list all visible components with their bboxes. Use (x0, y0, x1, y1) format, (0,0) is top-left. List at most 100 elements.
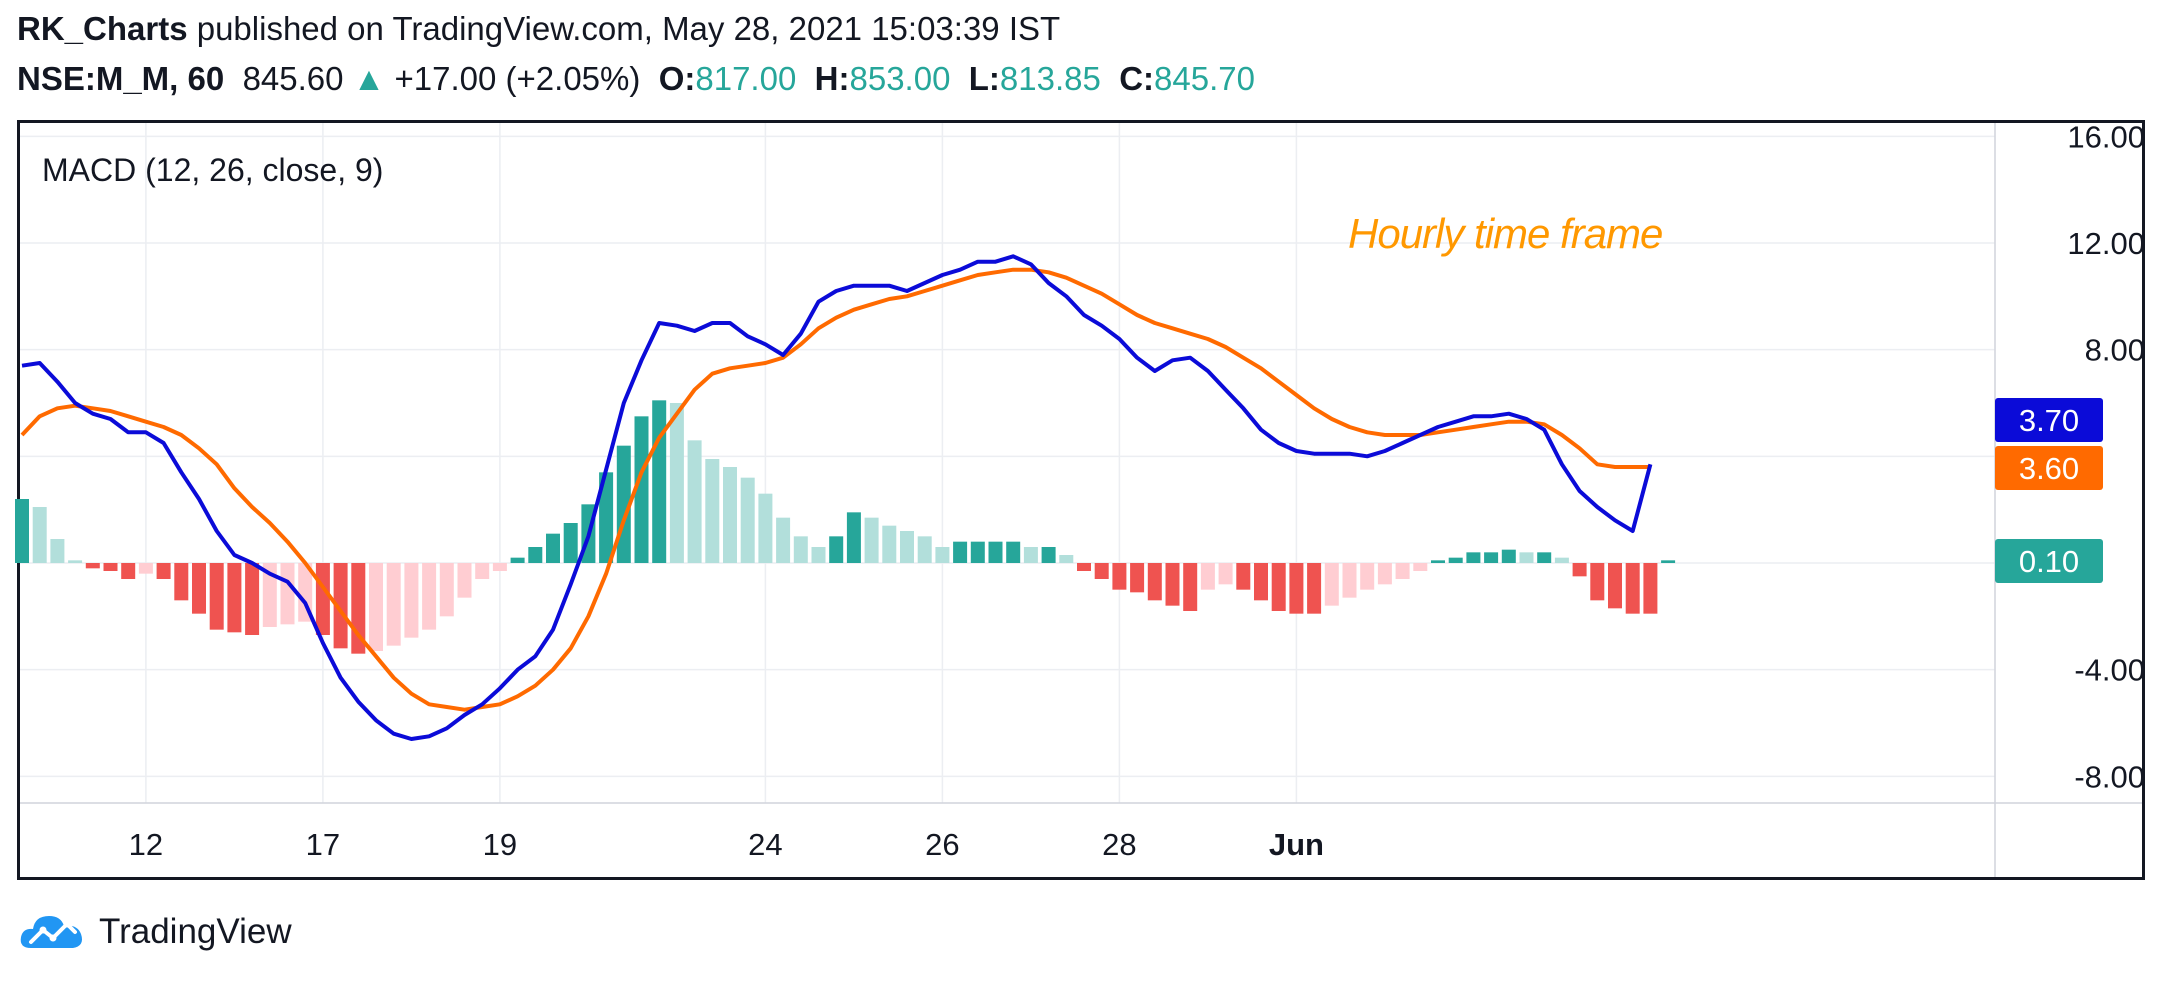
histogram-bar (262, 563, 277, 627)
histogram-bar (652, 400, 667, 563)
histogram-bar (121, 563, 136, 579)
histogram-bar (1324, 563, 1339, 606)
histogram-bar (634, 416, 649, 563)
high-value: 853.00 (849, 60, 951, 97)
histogram-bar (492, 563, 507, 571)
high-label: H: (814, 60, 850, 97)
tradingview-cloud-icon (20, 916, 82, 948)
histogram-bar (687, 440, 702, 563)
y-tick-label: -8.00 (2074, 759, 2145, 794)
y-tick-label: -4.00 (2074, 653, 2145, 688)
histogram-bar (1448, 557, 1463, 563)
x-tick-label: 28 (1102, 827, 1136, 862)
histogram-bar (1165, 563, 1180, 606)
y-tick-label: 8.00 (2085, 333, 2145, 368)
x-tick-label: 24 (748, 827, 782, 862)
histogram-bar (1466, 552, 1481, 563)
histogram-bar (369, 563, 383, 651)
histogram-bar (740, 477, 755, 563)
histogram-bar (15, 499, 29, 563)
histogram-bar (103, 563, 118, 571)
histogram-bar (1360, 563, 1375, 590)
histogram-bar (1041, 547, 1056, 563)
histogram-bar (174, 563, 189, 601)
close-value: 845.70 (1154, 60, 1255, 97)
histogram-bar (439, 563, 454, 617)
histogram-bar (1537, 552, 1552, 563)
histogram-bar (599, 472, 614, 563)
histogram-bar (953, 541, 968, 563)
histogram-bar (50, 539, 65, 563)
tradingview-brand[interactable]: TradingView (99, 912, 292, 951)
histogram-bar (32, 507, 47, 563)
price-change: +17.00 (+2.05%) (394, 60, 641, 97)
histogram-bar (1431, 560, 1445, 563)
last-price: 845.60 (242, 60, 344, 97)
histogram-bar (935, 547, 950, 563)
histogram-bar (1094, 563, 1109, 579)
histogram-bar (1572, 563, 1587, 577)
x-tick-label: Jun (1269, 827, 1324, 862)
x-tick-label: 17 (306, 827, 340, 862)
histogram-bar (1023, 547, 1038, 563)
histogram-bar (315, 563, 330, 635)
histogram-bar (776, 517, 791, 563)
histogram-bar (1395, 563, 1410, 579)
y-tick-label: 12.00 (2067, 226, 2145, 261)
histogram-bar (563, 523, 578, 563)
histogram-bar (1130, 563, 1145, 593)
histogram-bar (475, 563, 490, 579)
histogram-bar (829, 536, 844, 563)
histogram-bar (917, 536, 932, 563)
histogram-bar (245, 563, 260, 635)
histogram-bar (1501, 549, 1516, 563)
histogram-bar (1006, 541, 1021, 563)
histogram-bar (1059, 555, 1074, 563)
histogram-bar (1147, 563, 1162, 601)
histogram-bar (705, 459, 720, 563)
histogram-bar (192, 563, 206, 614)
price-label-box (1995, 539, 2103, 583)
price-label-text: 0.10 (2019, 544, 2079, 579)
histogram-bar (85, 563, 100, 569)
x-tick-label: 19 (483, 827, 517, 862)
annotation-text: Hourly time frame (1348, 210, 1662, 257)
histogram-bar (1307, 563, 1322, 614)
publish-info: RK_Charts published on TradingView.com, … (17, 10, 1060, 48)
up-arrow-icon: ▲ (352, 60, 386, 97)
close-label: C: (1119, 60, 1155, 97)
histogram-bar (811, 547, 826, 563)
indicator-title[interactable]: MACD (12, 26, close, 9) (42, 152, 383, 188)
macd-line (21, 254, 1653, 741)
histogram-bar (156, 563, 171, 579)
histogram-bar (280, 563, 295, 625)
histogram-bar (1377, 563, 1392, 585)
histogram-bar (1271, 563, 1286, 611)
footer: TradingView (17, 910, 292, 954)
histogram-bar (1254, 563, 1268, 601)
histogram-bar (1643, 563, 1658, 614)
histogram-bar (546, 533, 560, 563)
histogram-bar (846, 512, 861, 563)
histogram-bar (1661, 560, 1676, 563)
author-name[interactable]: RK_Charts (17, 10, 188, 47)
histogram-bar (900, 531, 914, 563)
histogram-bar (793, 536, 808, 563)
histogram-bar (1183, 563, 1198, 611)
open-value: 817.00 (695, 60, 797, 97)
symbol-name: NSE:M_M, 60 (17, 60, 225, 97)
histogram-bar (227, 563, 242, 633)
histogram-bar (404, 563, 419, 638)
histogram-bar (1484, 552, 1499, 563)
histogram-bar (1218, 563, 1233, 585)
histogram-bar (422, 563, 437, 630)
histogram-bar (864, 517, 879, 563)
histogram-bar (1519, 552, 1534, 563)
histogram-bar (882, 525, 897, 563)
macd-chart[interactable]: MACD (12, 26, close, 9) Hourly time fram… (0, 0, 2165, 900)
histogram-bar (1625, 563, 1640, 614)
histogram-bar (510, 557, 525, 563)
histogram-bar (528, 547, 543, 563)
histogram-bar (758, 493, 773, 563)
histogram-bar (723, 467, 737, 563)
